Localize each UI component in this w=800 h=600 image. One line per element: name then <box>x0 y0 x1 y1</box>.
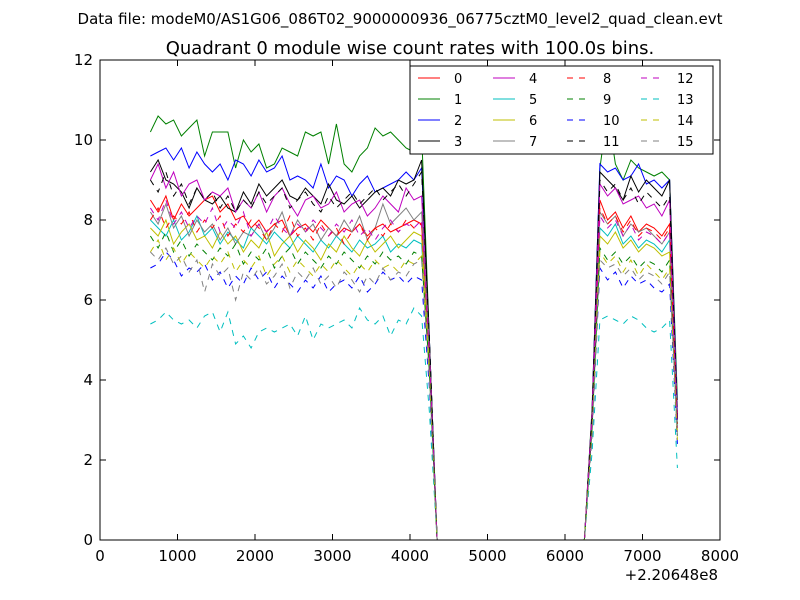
series-line-15 <box>150 246 678 541</box>
legend-label-2: 2 <box>454 114 462 129</box>
plot-lines <box>149 111 678 541</box>
series-line-13 <box>150 306 678 541</box>
legend-label-13: 13 <box>677 93 694 108</box>
y-tick-label: 6 <box>83 291 93 309</box>
x-tick-label: 5000 <box>468 547 506 565</box>
legend-label-4: 4 <box>529 72 537 87</box>
axis-ticks: 0 1000 2000 3000 4000 5000 6000 7000 80000246810… <box>74 51 739 565</box>
x-tick-label: 2000 <box>236 547 274 565</box>
legend-label-11: 11 <box>603 135 620 150</box>
x-tick-label: 6000 <box>546 547 584 565</box>
y-tick-label: 4 <box>83 371 93 389</box>
chart-title: Quadrant 0 module wise count rates with … <box>166 38 655 59</box>
x-tick-label: 8000 <box>701 547 739 565</box>
legend-label-9: 9 <box>603 93 611 108</box>
y-tick-label: 2 <box>83 451 93 469</box>
legend-label-3: 3 <box>454 135 462 150</box>
legend-label-10: 10 <box>603 114 620 129</box>
legend-label-0: 0 <box>454 72 462 87</box>
series-line-12 <box>149 198 678 541</box>
legend-label-5: 5 <box>529 93 537 108</box>
series-line-11 <box>149 170 678 541</box>
legend-label-15: 15 <box>677 135 694 150</box>
legend-label-7: 7 <box>529 135 537 150</box>
y-tick-label: 12 <box>74 51 93 69</box>
x-tick-label: 0 <box>95 547 105 565</box>
x-offset-label: +2.20648e8 <box>625 566 718 584</box>
legend-label-1: 1 <box>454 93 462 108</box>
legend-label-8: 8 <box>603 72 611 87</box>
y-tick-label: 0 <box>83 531 93 549</box>
x-tick-label: 4000 <box>391 547 429 565</box>
legend-frame <box>409 65 714 155</box>
legend-label-12: 12 <box>677 72 694 87</box>
y-tick-label: 10 <box>74 131 93 149</box>
x-tick-label: 1000 <box>158 547 196 565</box>
chart-suptitle: Data file: modeM0/AS1G06_086T02_90000009… <box>78 10 723 29</box>
series-line-14 <box>149 238 678 541</box>
x-tick-label: 7000 <box>623 547 661 565</box>
series-line-6 <box>150 218 678 541</box>
legend-label-6: 6 <box>529 114 537 129</box>
x-tick-label: 3000 <box>313 547 351 565</box>
legend-label-14: 14 <box>677 114 694 129</box>
y-tick-label: 8 <box>83 211 93 229</box>
